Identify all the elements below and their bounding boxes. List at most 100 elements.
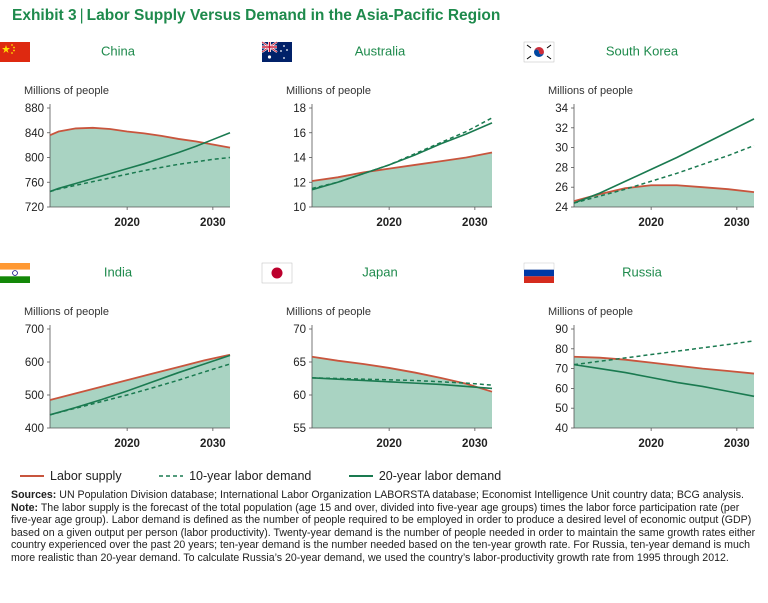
x-tick-label: 2030 (200, 438, 226, 450)
twenty-year-demand-line (573, 363, 755, 398)
country-name: Russia (622, 264, 662, 280)
twenty-year-demand-line (49, 354, 231, 416)
country-name: China (101, 43, 135, 59)
y-tick-label: 18 (293, 103, 306, 115)
russia-flag (523, 262, 555, 283)
x-tick-label: 2020 (376, 217, 402, 229)
title-separator: | (79, 7, 84, 24)
sources-text: UN Population Division database; Interna… (56, 489, 744, 501)
labor-supply-line (573, 355, 755, 375)
panel-header: India (0, 263, 236, 283)
y-axis-label: Millions of people (548, 306, 633, 318)
australia-flag (261, 41, 292, 62)
japan-chart: Millions of people 55 60 65 70 2020 2030 (286, 306, 493, 450)
legend-ten-label: 10-year labor demand (189, 468, 312, 483)
legend-twenty-label: 20-year labor demand (378, 468, 502, 483)
country-name: Japan (362, 264, 398, 280)
twenty-year-demand-line (49, 132, 231, 193)
y-tick-label: 34 (555, 103, 568, 115)
y-tick-label: 24 (555, 202, 568, 214)
china-flag (0, 42, 30, 62)
exhibit-heading: Labor Supply Versus Demand in the Asia-P… (86, 7, 501, 24)
legend-twenty-swatch (348, 475, 373, 478)
panel-header: Japan (261, 262, 498, 284)
country-name: South Korea (605, 43, 679, 59)
x-tick-label: 2020 (638, 217, 664, 229)
russia-chart: Millions of people 40 50 60 70 80 90 2020 2030 (548, 306, 755, 450)
australia-chart: Millions of people 10 12 14 16 18 2020 2030 (286, 85, 493, 229)
twenty-year-demand-line (311, 122, 493, 191)
y-tick-label: 760 (25, 177, 44, 189)
x-tick-label: 2030 (200, 217, 226, 229)
panel-header: China (0, 42, 236, 62)
y-tick-label: 400 (25, 423, 44, 435)
y-tick-label: 30 (555, 143, 568, 155)
y-tick-label: 10 (293, 202, 306, 214)
x-tick-label: 2020 (114, 438, 140, 450)
supply-area (312, 152, 492, 207)
panel-header: Australia (261, 41, 498, 62)
panel-india: India Millions of people 400 500 600 700 2020… (0, 263, 236, 463)
y-tick-label: 14 (293, 153, 306, 165)
india-chart: Millions of people 400 500 600 700 2020 2030 (24, 306, 231, 450)
x-tick-label: 2030 (462, 217, 488, 229)
panel-japan: Japan Millions of people 55 60 65 70 2020 2030 (261, 262, 498, 463)
y-tick-label: 55 (293, 423, 306, 435)
south-korea-chart: Millions of people 24 26 28 30 32 34 2020 2030 (548, 85, 755, 229)
labor-supply-line (49, 353, 231, 401)
country-name: Australia (354, 43, 406, 59)
sources-note: Sources: UN Population Division database… (11, 489, 759, 502)
india-flag (0, 263, 30, 283)
labor-supply-line (573, 184, 755, 202)
legend-item-twenty: 20-year labor demand (348, 468, 502, 483)
x-tick-label: 2020 (638, 438, 664, 450)
legend-item-ten: 10-year labor demand (159, 469, 311, 483)
y-axis-label: Millions of people (286, 306, 371, 318)
y-tick-label: 12 (293, 177, 306, 189)
y-axis-label: Millions of people (24, 85, 109, 97)
y-tick-label: 90 (555, 324, 568, 336)
method-note: Note: The labor supply is the forecast o… (11, 502, 759, 565)
legend-supply-label: Labor supply (50, 468, 122, 483)
legend-item-supply: Labor supply (20, 469, 122, 483)
y-tick-label: 70 (555, 364, 568, 376)
y-tick-label: 60 (293, 390, 306, 402)
y-tick-label: 720 (25, 202, 44, 214)
y-tick-label: 700 (25, 324, 44, 336)
y-tick-label: 840 (25, 128, 44, 140)
country-name: India (103, 264, 133, 280)
panel-australia: Australia Millions of people 10 12 14 16 18 20… (261, 41, 498, 242)
exhibit-title: Exhibit 3 | Labor Supply Versus Demand in … (12, 7, 500, 25)
labor-supply-line (311, 151, 493, 182)
legend: Labor supply 10-year labor demand 20-yea… (20, 468, 535, 483)
note-text: The labor supply is the forecast of the … (11, 501, 756, 564)
y-tick-label: 80 (555, 344, 568, 356)
y-axis-label: Millions of people (548, 85, 633, 97)
supply-area (312, 356, 492, 428)
y-tick-label: 50 (555, 403, 568, 415)
supply-area (574, 356, 754, 428)
supply-area (574, 185, 754, 207)
y-tick-label: 60 (555, 383, 568, 395)
y-tick-label: 65 (293, 357, 306, 369)
x-tick-label: 2030 (462, 438, 488, 450)
note-label: Note: (11, 501, 39, 514)
panel-china: China Millions of people 720 760 800 840 880 2… (0, 42, 236, 242)
labor-supply-line (49, 126, 231, 149)
ten-year-demand-line (49, 156, 231, 193)
x-tick-label: 2020 (376, 438, 402, 450)
panel-header: South Korea (523, 41, 760, 63)
y-tick-label: 28 (555, 162, 568, 174)
exhibit-label: Exhibit 3 (12, 7, 77, 24)
y-tick-label: 600 (25, 357, 44, 369)
ten-year-demand-line (573, 144, 755, 204)
japan-flag (261, 262, 293, 284)
y-tick-label: 500 (25, 390, 44, 402)
supply-area (50, 127, 230, 207)
legend-supply-swatch (20, 475, 44, 478)
y-tick-label: 880 (25, 103, 44, 115)
y-tick-label: 40 (555, 423, 568, 435)
twenty-year-demand-line (311, 377, 493, 390)
panel-header: Russia (523, 262, 760, 283)
y-axis-label: Millions of people (24, 306, 109, 318)
